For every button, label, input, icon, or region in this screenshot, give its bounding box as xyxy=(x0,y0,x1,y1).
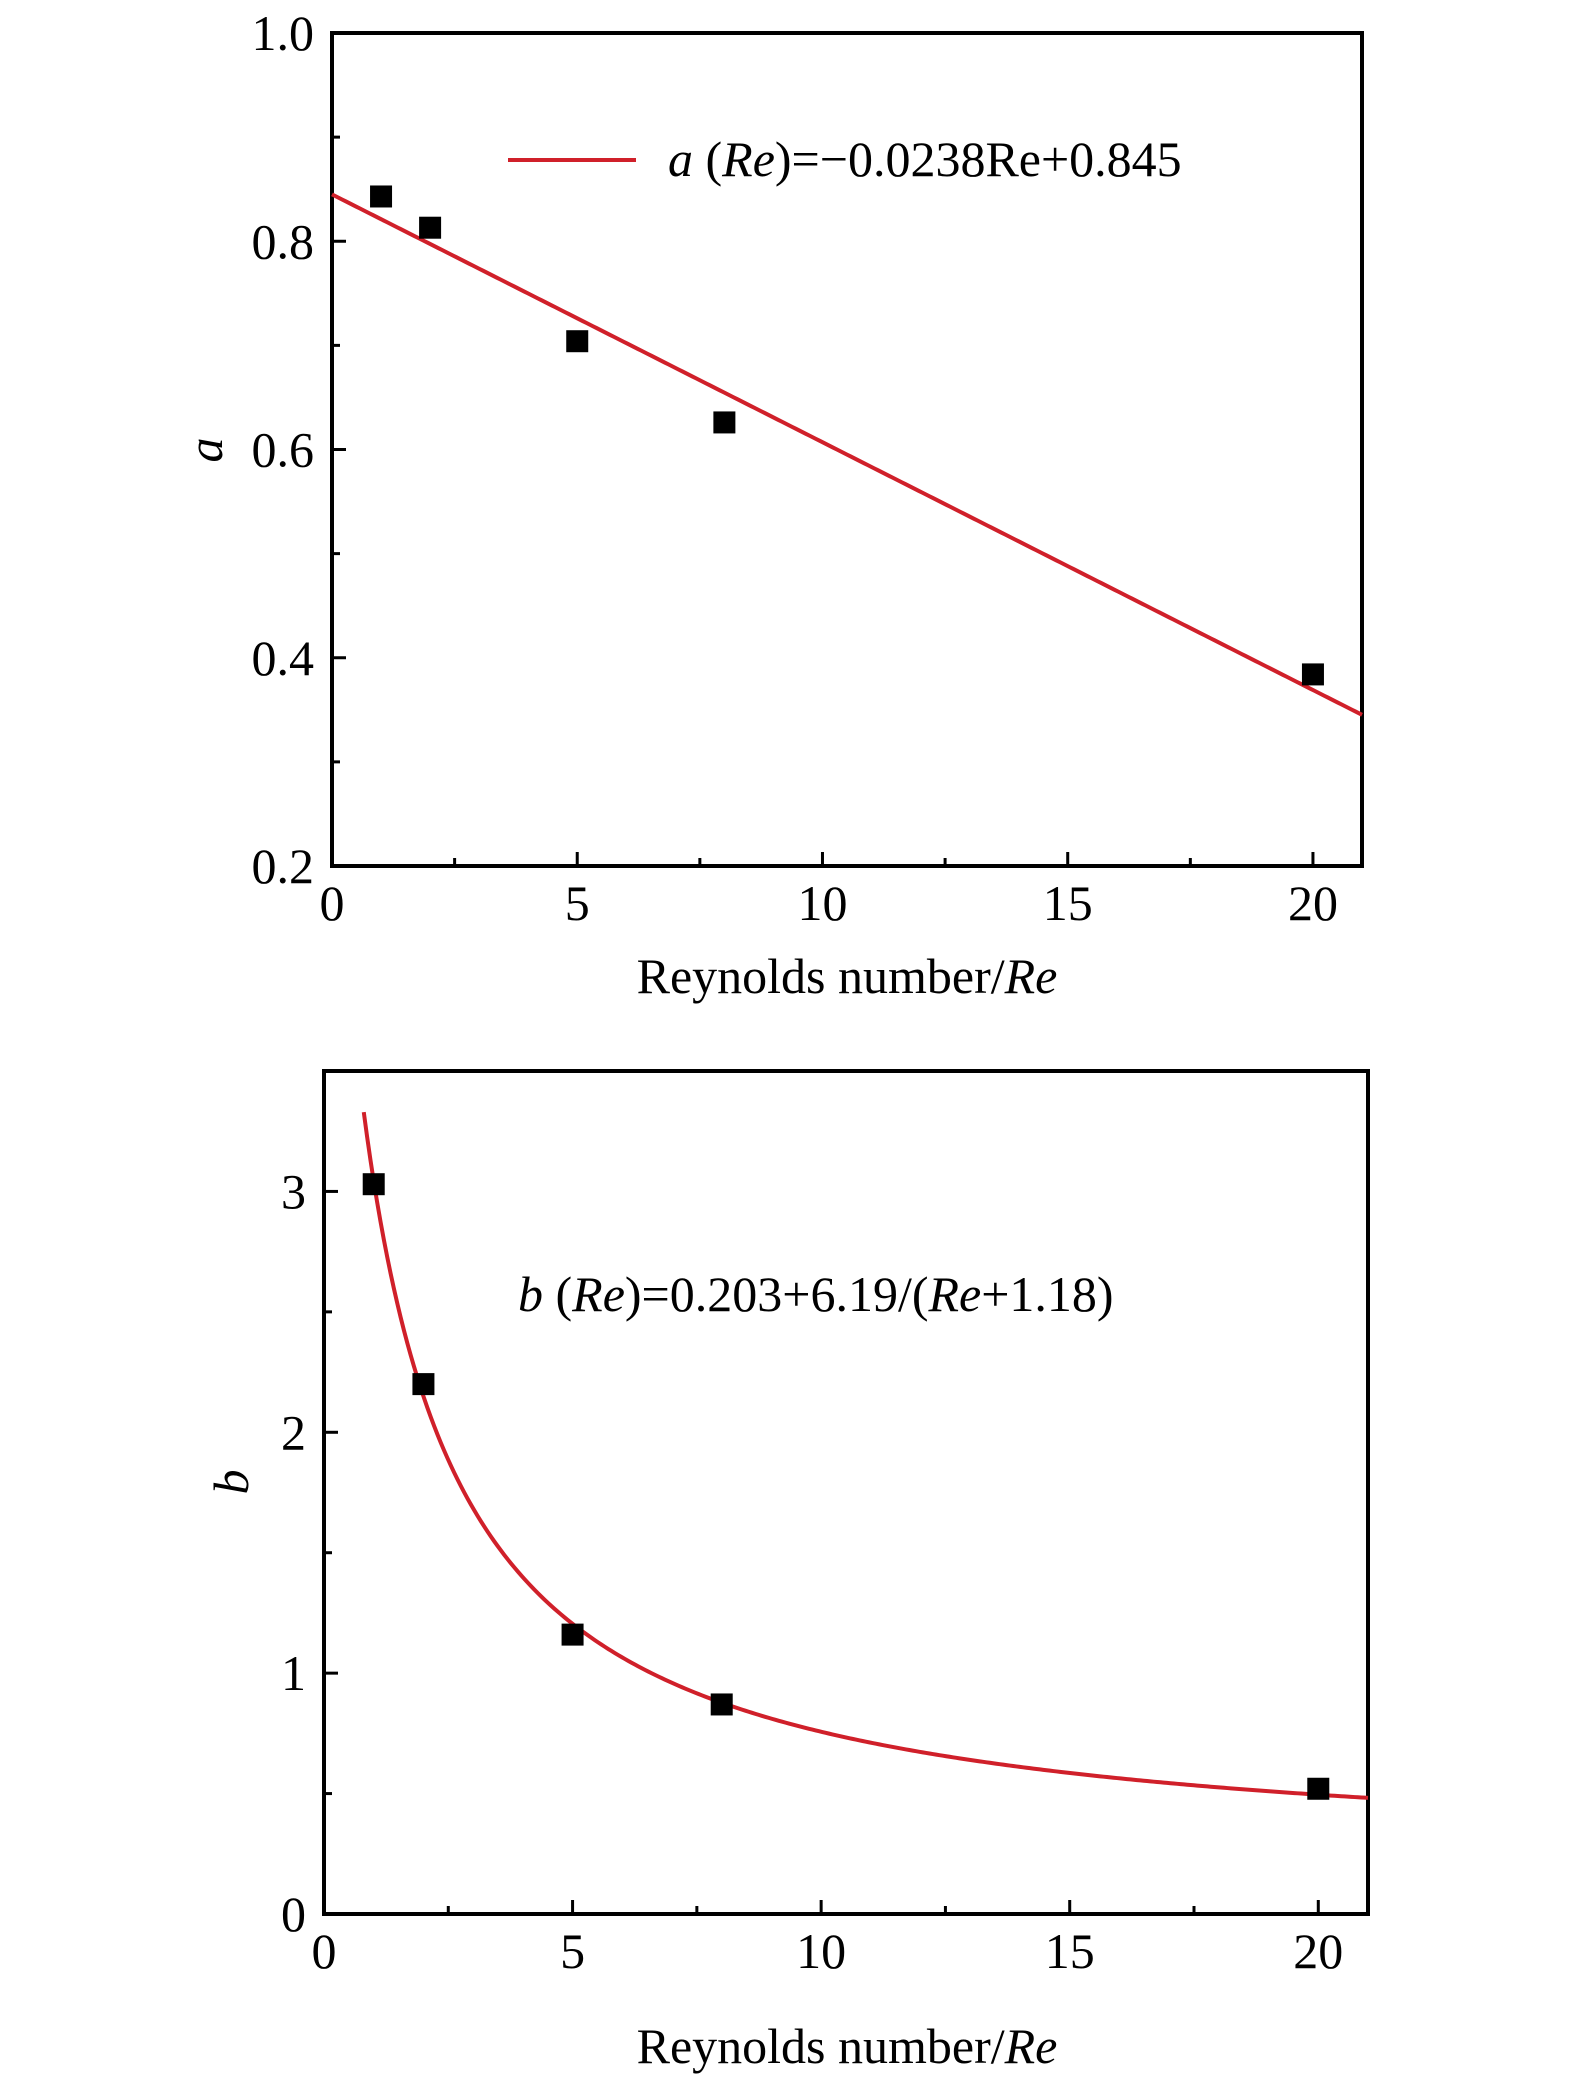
a-y-tick-label: 0.6 xyxy=(252,422,315,478)
b-data-point xyxy=(561,1623,584,1646)
b-y-axis-label: b xyxy=(203,1470,259,1495)
b-legend-label: b (Re)=0.203+6.19/(Re+1.18) xyxy=(518,1266,1114,1322)
a-fit-line xyxy=(331,192,1363,717)
b-data-point xyxy=(362,1173,385,1196)
a-data-point xyxy=(713,411,736,434)
a-x-tick-label: 10 xyxy=(797,875,847,931)
b-y-tick-label: 2 xyxy=(281,1404,306,1460)
a-x-tick-label: 15 xyxy=(1043,875,1093,931)
a-data-point xyxy=(1301,663,1324,686)
b-y-tick-label: 1 xyxy=(281,1645,306,1701)
b-y-tick-label: 0 xyxy=(281,1886,306,1942)
chart-a: 0 5 10 15 20 0.2 0.4 0.6 0.8 1.0 a (Re)=−0.0238Re… xyxy=(177,5,1364,1004)
a-ticks xyxy=(330,31,1315,868)
plot-frame-b xyxy=(322,1069,1370,1916)
b-x-tick-label: 5 xyxy=(560,1923,585,1979)
a-y-tick-label: 0.2 xyxy=(252,838,315,894)
a-legend-label: a (Re)=−0.0238Re+0.845 xyxy=(668,131,1182,187)
a-x-tick-label: 20 xyxy=(1288,875,1338,931)
b-x-tick-label: 20 xyxy=(1293,1923,1343,1979)
a-data-point xyxy=(370,185,393,208)
b-x-tick-label: 15 xyxy=(1045,1923,1095,1979)
a-x-axis-label: Reynolds number/Re xyxy=(637,948,1058,1004)
chart-b: 0 5 10 15 20 0 1 2 3 b (Re)=0.203+6.19/(Re+1.18)… xyxy=(203,1069,1370,2074)
b-ticks xyxy=(322,1189,1320,1916)
b-y-tick-label: 3 xyxy=(281,1163,306,1219)
a-data-points xyxy=(370,185,1324,686)
a-y-tick-label: 0.4 xyxy=(252,630,315,686)
b-data-point xyxy=(1307,1777,1330,1800)
a-x-tick-label: 0 xyxy=(320,875,345,931)
b-x-tick-label: 10 xyxy=(796,1923,846,1979)
b-data-point xyxy=(710,1693,733,1716)
a-tick-labels: 0 5 10 15 20 0.2 0.4 0.6 0.8 1.0 xyxy=(252,5,1338,931)
a-x-tick-label: 5 xyxy=(565,875,590,931)
b-x-axis-label: Reynolds number/Re xyxy=(637,2018,1058,2074)
a-data-point xyxy=(566,330,589,353)
b-data-points xyxy=(362,1173,1330,1800)
a-y-axis-label: a xyxy=(177,438,233,463)
a-data-point xyxy=(419,216,442,239)
a-y-tick-label: 1.0 xyxy=(252,5,315,61)
b-data-point xyxy=(412,1373,435,1396)
b-x-tick-label: 0 xyxy=(312,1923,337,1979)
a-legend: a (Re)=−0.0238Re+0.845 xyxy=(508,131,1182,187)
b-fit-line xyxy=(361,1111,1369,1800)
a-y-tick-label: 0.8 xyxy=(252,213,315,269)
b-tick-labels: 0 5 10 15 20 0 1 2 3 xyxy=(281,1163,1343,1979)
